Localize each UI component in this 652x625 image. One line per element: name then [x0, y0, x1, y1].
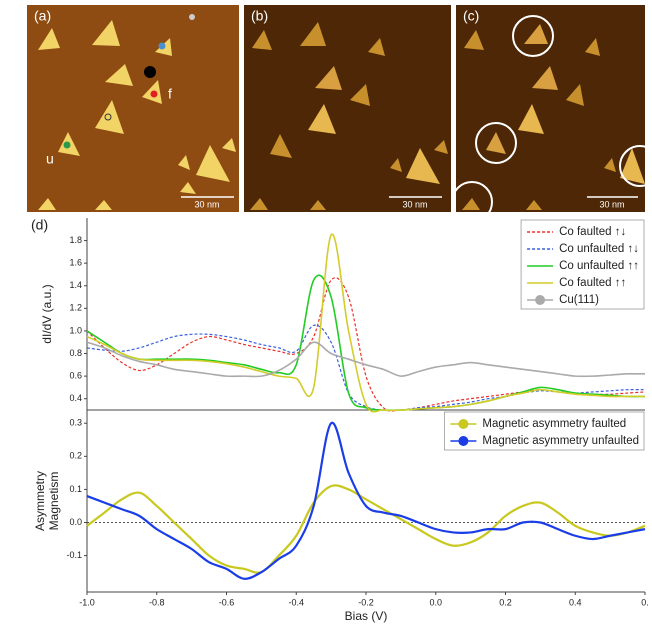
legend-label: Co faulted ↑↑ — [559, 277, 626, 289]
series-line — [87, 485, 645, 572]
y-axis-label: Asymmetry — [33, 471, 47, 531]
legend-marker — [458, 436, 468, 446]
legend-marker — [535, 295, 545, 305]
y-tick-label: 1.2 — [69, 303, 82, 313]
x-tick-label: -1.0 — [79, 597, 95, 607]
y-axis-label: Magnetism — [47, 472, 61, 531]
annotation: u — [46, 151, 54, 167]
x-tick-label: -0.8 — [149, 597, 165, 607]
panel-label: (a) — [34, 8, 51, 24]
scale-bar-label: 30 nm — [599, 199, 624, 209]
y-tick-label: 0.0 — [69, 517, 82, 527]
legend-label: Co unfaulted ↑↑ — [559, 260, 639, 272]
y-tick-label: 0.6 — [69, 370, 82, 380]
y-tick-label: 0.1 — [69, 484, 82, 494]
y-tick-label: 0.2 — [69, 451, 82, 461]
scale-bar-label: 30 nm — [194, 199, 219, 209]
y-tick-label: -0.1 — [66, 550, 82, 560]
legend-label: Co faulted ↑↓ — [559, 226, 626, 238]
panel-label: (b) — [251, 8, 268, 24]
stm-image-a: (a) f u 30 nm — [27, 5, 239, 212]
legend-label: Magnetic asymmetry faulted — [482, 418, 626, 430]
panel-label: (c) — [463, 8, 479, 24]
legend-label: Co unfaulted ↑↓ — [559, 243, 639, 255]
legend: Magnetic asymmetry faulted Magnetic asymm… — [444, 412, 644, 450]
x-tick-label: -0.2 — [358, 597, 374, 607]
stm-image-c: (c) 30 nm — [452, 5, 652, 222]
y-tick-label: 0.3 — [69, 418, 82, 428]
y-axis-label: dI/dV (a.u.) — [40, 284, 54, 343]
scale-bar-label: 30 nm — [402, 199, 427, 209]
x-tick-label: 0. — [641, 597, 649, 607]
y-tick-label: 1.4 — [69, 280, 82, 290]
x-axis-label: Bias (V) — [345, 609, 388, 623]
x-tick-label: -0.4 — [288, 597, 304, 607]
y-tick-label: 0.8 — [69, 348, 82, 358]
legend-label: Magnetic asymmetry unfaulted — [482, 435, 639, 447]
panel-label: (d) — [31, 217, 48, 233]
x-tick-label: 0.0 — [429, 597, 442, 607]
legend-marker — [458, 419, 468, 429]
stm-image-b: (b) 30 nm — [244, 5, 451, 212]
x-tick-label: 0.2 — [499, 597, 512, 607]
y-tick-label: 1.0 — [69, 325, 82, 335]
x-tick-label: -0.6 — [219, 597, 235, 607]
y-tick-label: 0.4 — [69, 393, 82, 403]
legend-label: Cu(111) — [559, 294, 599, 306]
legend: Co faulted ↑↓ Co unfaulted ↑↓ Co unfaulted… — [521, 220, 644, 309]
annotation: f — [168, 86, 172, 102]
figure: (a) f u 30 nm (b) 30 nm — [0, 0, 652, 625]
y-tick-label: 1.6 — [69, 258, 82, 268]
y-tick-label: 1.8 — [69, 235, 82, 245]
x-tick-label: 0.4 — [569, 597, 582, 607]
